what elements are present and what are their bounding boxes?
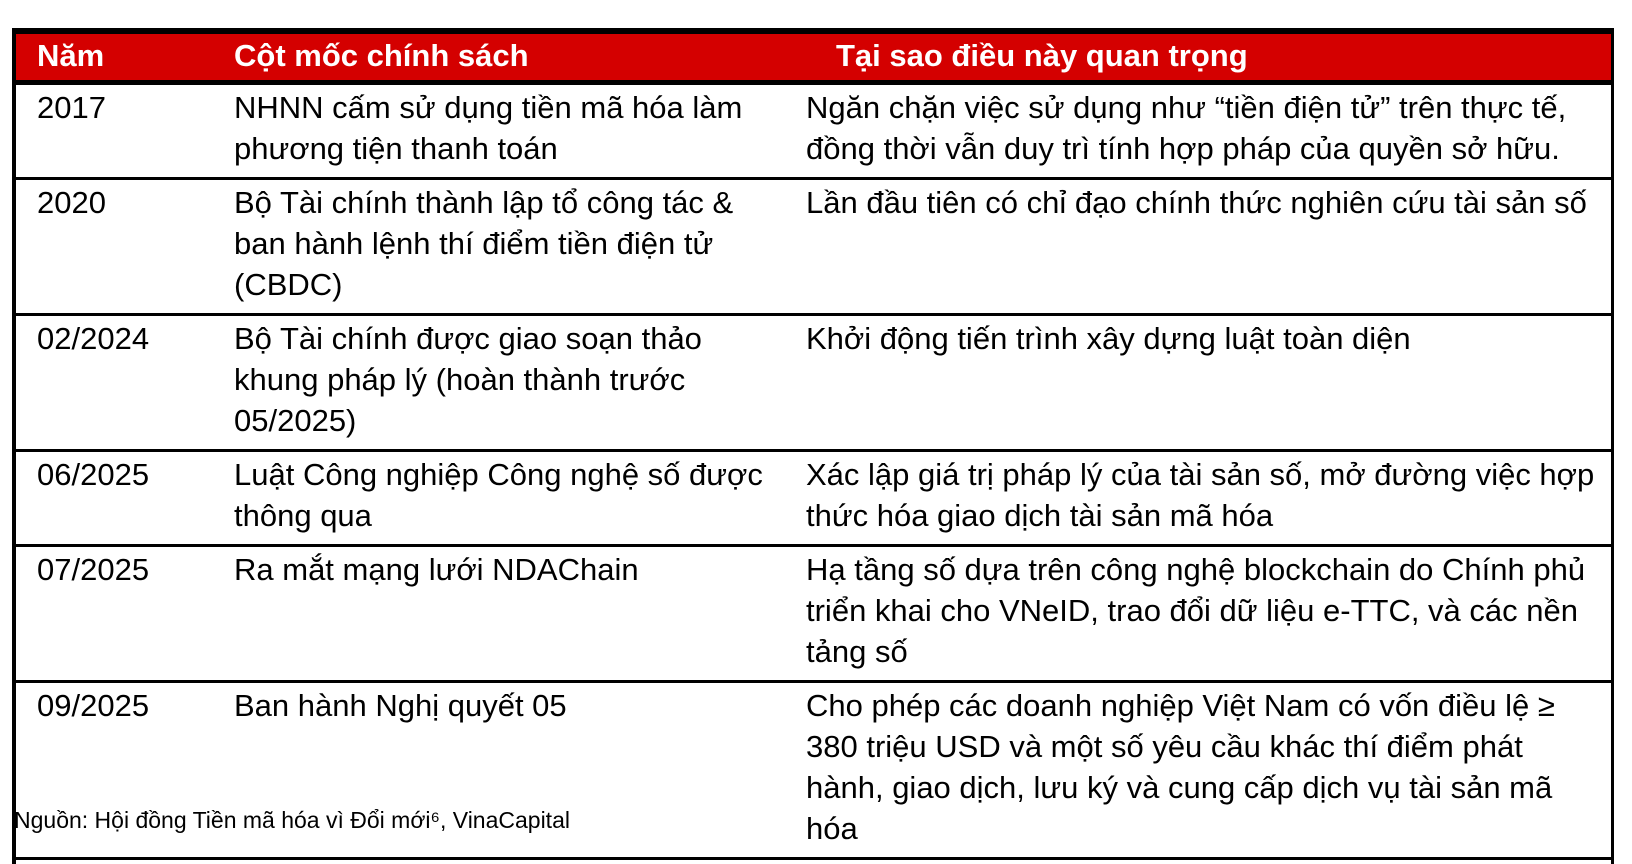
milestone-cell: Ra mắt mạng lưới NDAChain: [232, 544, 804, 682]
year-cell: 01/01/2026: [14, 857, 232, 864]
column-header-year: Năm: [14, 31, 232, 85]
policy-timeline-table: Năm Cột mốc chính sách Tại sao điều này …: [12, 28, 1614, 864]
table-row: 09/2025 Ban hành Nghị quyết 05 Cho phép …: [14, 680, 1613, 859]
year-cell: 06/2025: [14, 449, 232, 546]
why-cell: Xác lập giá trị pháp lý của tài sản số, …: [804, 449, 1613, 546]
table-row: 01/01/2026 Luật có hiệu lực; sàn giao dị…: [14, 857, 1613, 864]
year-cell: 2017: [37, 90, 106, 125]
why-cell: Lần đầu tiên có chỉ đạo chính thức nghiê…: [804, 177, 1613, 315]
milestone-cell: Bộ Tài chính được giao soạn thảo khung p…: [232, 313, 804, 451]
table-row: 02/2024 Bộ Tài chính được giao soạn thảo…: [14, 313, 1613, 451]
table-row: 2020 Bộ Tài chính thành lập tổ công tác …: [14, 177, 1613, 315]
source-note: Nguồn: Hội đồng Tiền mã hóa vì Đổi mới⁶,…: [14, 807, 570, 833]
why-cell: Hạ tầng số dựa trên công nghệ blockchain…: [804, 544, 1613, 682]
why-cell: Ngăn chặn việc sử dụng như “tiền điện tử…: [806, 90, 1567, 166]
milestone-cell: NHNN cấm sử dụng tiền mã hóa làm phương …: [234, 90, 743, 166]
table-row: 2017 NHNN cấm sử dụng tiền mã hóa làm ph…: [14, 83, 1613, 179]
table-row: 07/2025 Ra mắt mạng lưới NDAChain Hạ tần…: [14, 544, 1613, 682]
table-header-row: Năm Cột mốc chính sách Tại sao điều này …: [14, 31, 1613, 85]
milestone-cell: Bộ Tài chính thành lập tổ công tác & ban…: [232, 177, 804, 315]
policy-timeline-table-container: Năm Cột mốc chính sách Tại sao điều này …: [12, 28, 1614, 864]
column-header-why-it-matters: Tại sao điều này quan trọng: [804, 31, 1613, 85]
year-cell: 02/2024: [14, 313, 232, 451]
column-header-policy-milestone: Cột mốc chính sách: [232, 31, 804, 85]
milestone-cell: Luật có hiệu lực; sàn giao dịch và giấy …: [232, 857, 804, 864]
year-cell: 07/2025: [14, 544, 232, 682]
why-cell: Đánh dấu việc ra mắt đầy đủ, chính thức …: [804, 857, 1613, 864]
why-cell: Khởi động tiến trình xây dựng luật toàn …: [804, 313, 1613, 451]
table-body: 2017 NHNN cấm sử dụng tiền mã hóa làm ph…: [14, 83, 1613, 864]
table-row: 06/2025 Luật Công nghiệp Công nghệ số đư…: [14, 449, 1613, 546]
why-cell: Cho phép các doanh nghiệp Việt Nam có vố…: [804, 680, 1613, 859]
year-cell: 09/2025: [14, 680, 232, 859]
milestone-cell: Luật Công nghiệp Công nghệ số được thông…: [232, 449, 804, 546]
milestone-cell: Ban hành Nghị quyết 05: [232, 680, 804, 859]
year-cell: 2020: [14, 177, 232, 315]
